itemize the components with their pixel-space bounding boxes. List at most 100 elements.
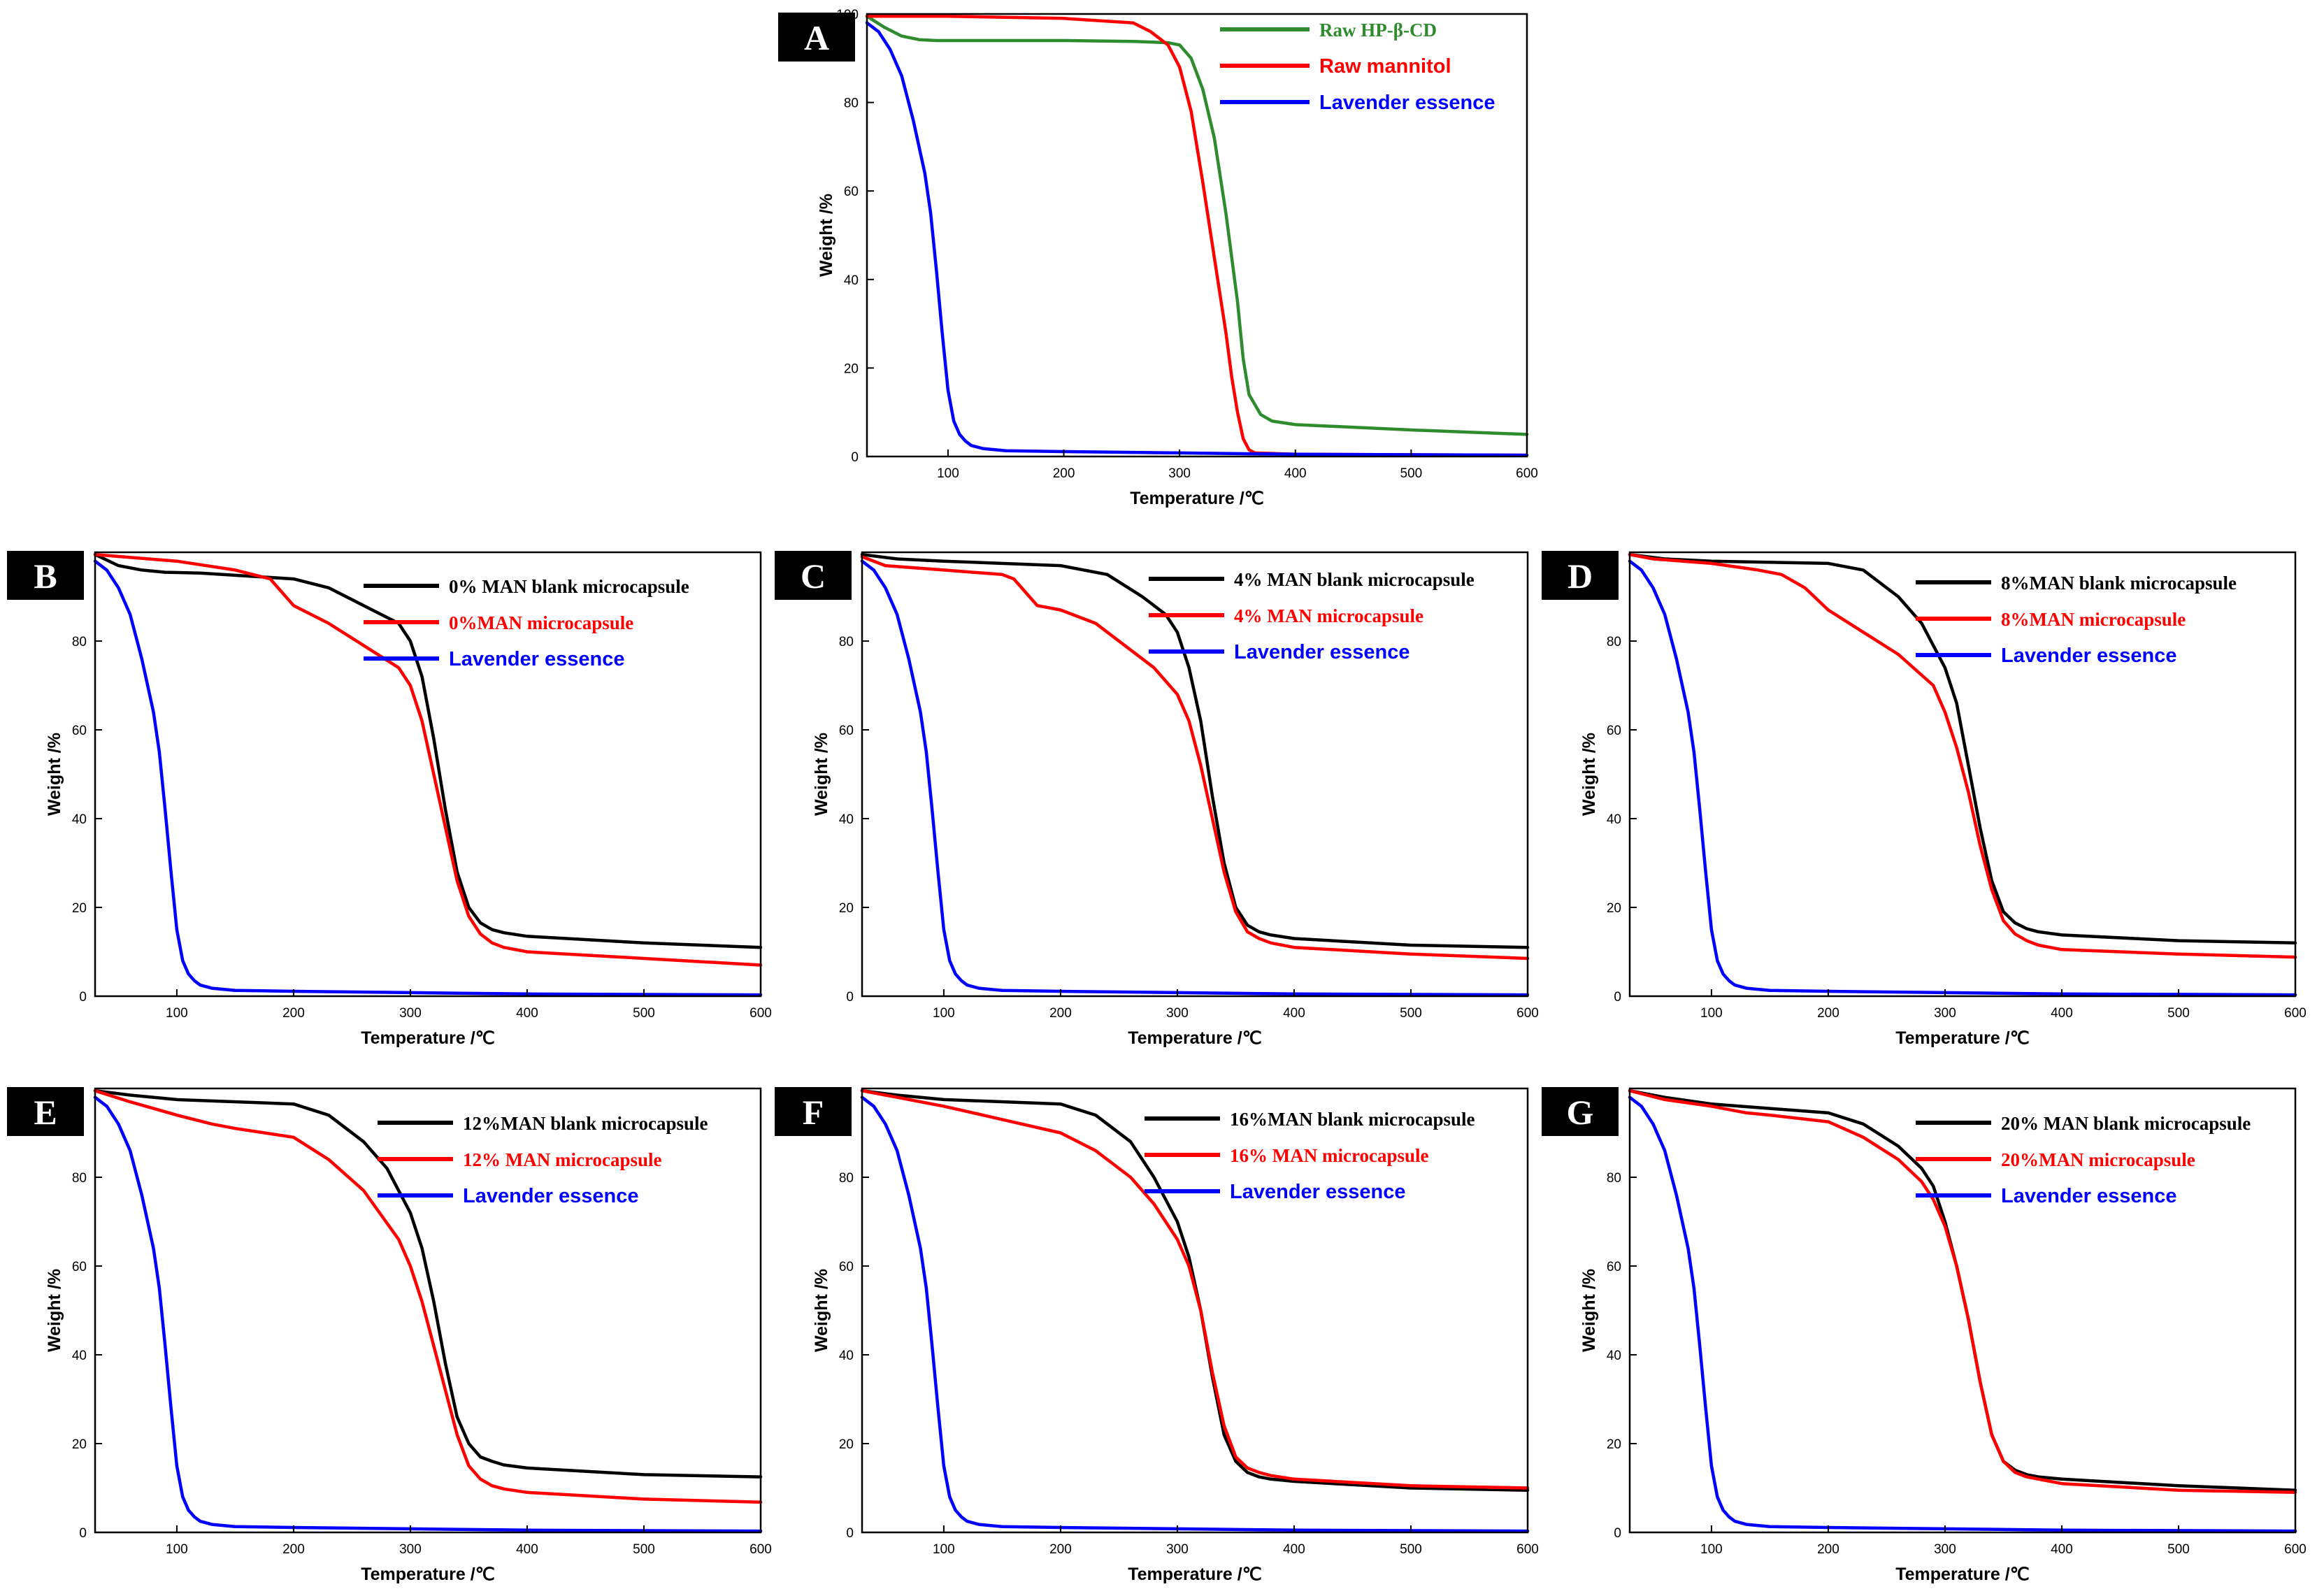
x-axis-label: Temperature /℃ <box>361 1565 495 1584</box>
y-tick-label: 40 <box>1607 812 1621 827</box>
legend-label: Lavender essence <box>2001 1185 2176 1207</box>
y-axis-label: Weight /% <box>812 733 831 816</box>
panel-letter: C <box>801 556 826 596</box>
y-tick-label: 60 <box>839 724 854 738</box>
y-tick-label: 80 <box>1607 635 1621 649</box>
x-tick-label: 300 <box>1166 1006 1189 1021</box>
y-tick-label: 40 <box>839 1349 854 1363</box>
legend-label: 20% MAN blank microcapsule <box>2001 1113 2251 1134</box>
x-tick-label: 600 <box>2284 1542 2307 1557</box>
y-tick-label: 20 <box>1607 901 1621 916</box>
legend-label: 12% MAN microcapsule <box>463 1149 661 1170</box>
panel-badge <box>1542 551 1619 600</box>
x-tick-label: 200 <box>1053 466 1075 481</box>
x-tick-label: 200 <box>1049 1006 1072 1021</box>
panel-badge <box>7 551 84 600</box>
x-tick-label: 100 <box>1700 1542 1723 1557</box>
y-tick-label: 80 <box>1607 1171 1621 1186</box>
y-tick-label: 0 <box>79 1526 87 1541</box>
plot-frame <box>94 551 762 998</box>
series-line-black <box>860 552 1530 949</box>
x-tick-label: 200 <box>1817 1542 1839 1557</box>
panel-d: 100 200 300 400 500 600 0 20 40 60 80 Temperature /… <box>1542 551 2307 1048</box>
legend-label: Lavender essence <box>463 1185 638 1207</box>
x-axis-label: Temperature /℃ <box>1130 489 1264 508</box>
y-tick-label: 40 <box>839 812 854 827</box>
series-line-blue <box>93 559 763 997</box>
panel-e: 100 200 300 400 500 600 0 20 40 60 80 Temperature /… <box>7 1087 772 1584</box>
x-tick-label: 300 <box>1934 1542 1956 1557</box>
y-tick-label: 0 <box>846 1526 854 1541</box>
series-line-black <box>1628 552 2297 945</box>
x-tick-label: 600 <box>1516 1542 1539 1557</box>
legend-label: 12%MAN blank microcapsule <box>463 1113 708 1134</box>
legend-label: 4% MAN microcapsule <box>1234 605 1423 626</box>
y-tick-label: 0 <box>1614 1526 1621 1541</box>
x-tick-label: 400 <box>516 1542 538 1557</box>
y-tick-label: 20 <box>839 901 854 916</box>
y-tick-label: 20 <box>1607 1437 1621 1452</box>
x-tick-label: 500 <box>1400 466 1423 481</box>
panel-letter: G <box>1567 1093 1594 1132</box>
y-axis-label: Weight /% <box>45 733 64 816</box>
y-tick-label: 0 <box>79 990 87 1005</box>
x-tick-label: 200 <box>282 1542 305 1557</box>
series-line-red <box>1628 552 2297 959</box>
x-tick-label: 600 <box>2284 1006 2307 1021</box>
x-tick-label: 100 <box>937 466 959 481</box>
legend-label: 16% MAN microcapsule <box>1230 1145 1428 1166</box>
y-axis-label: Weight /% <box>1579 1269 1599 1352</box>
legend-label: Raw mannitol <box>1319 55 1451 78</box>
panel-badge <box>1542 1087 1619 1136</box>
panel-badge <box>775 1087 852 1136</box>
y-tick-label: 60 <box>72 724 87 738</box>
x-tick-label: 100 <box>1700 1006 1723 1021</box>
panel-letter: A <box>804 18 829 57</box>
panel-letter: F <box>803 1093 824 1132</box>
legend-label: Raw HP-β-CD <box>1319 20 1437 41</box>
series-line-blue <box>93 1095 763 1533</box>
x-tick-label: 600 <box>1516 1006 1539 1021</box>
y-tick-label: 40 <box>72 1349 87 1363</box>
series-line-red <box>93 1088 763 1504</box>
x-tick-label: 100 <box>933 1006 955 1021</box>
y-axis-label: Weight /% <box>45 1269 64 1352</box>
x-tick-label: 500 <box>2167 1542 2190 1557</box>
panel-letter: E <box>34 1093 57 1132</box>
panel-a: 100200300400500600020406080100Temperatur… <box>778 8 1538 508</box>
legend-label: Lavender essence <box>1230 1181 1405 1203</box>
legend-label: 8%MAN microcapsule <box>2001 609 2186 630</box>
y-tick-label: 20 <box>72 1437 87 1452</box>
panel-f: 100 200 300 400 500 600 0 20 40 60 80 Temperature /… <box>775 1087 1539 1584</box>
y-tick-label: 40 <box>844 273 859 288</box>
plot-frame <box>1628 1087 2297 1534</box>
y-axis-label: Weight /% <box>817 194 836 277</box>
y-tick-label: 60 <box>1607 1260 1621 1274</box>
y-tick-label: 80 <box>839 1171 854 1186</box>
x-tick-label: 100 <box>166 1542 188 1557</box>
x-tick-label: 300 <box>399 1006 422 1021</box>
y-axis-label: Weight /% <box>812 1269 831 1352</box>
series-line-blue <box>860 1095 1530 1533</box>
x-tick-label: 200 <box>282 1006 305 1021</box>
plot-frame <box>866 13 1528 458</box>
series-line-red <box>1628 1088 2297 1495</box>
x-tick-label: 300 <box>1168 466 1191 481</box>
x-tick-label: 500 <box>1400 1542 1422 1557</box>
y-tick-label: 20 <box>839 1437 854 1452</box>
y-tick-label: 20 <box>844 361 859 376</box>
x-tick-label: 400 <box>1284 466 1307 481</box>
y-tick-label: 60 <box>1607 724 1621 738</box>
y-tick-label: 80 <box>72 1171 87 1186</box>
x-tick-label: 100 <box>933 1542 955 1557</box>
x-tick-label: 500 <box>2167 1006 2190 1021</box>
panel-letter: B <box>34 556 57 596</box>
series-line-green <box>865 14 1529 436</box>
x-axis-label: Temperature /℃ <box>361 1028 495 1048</box>
series-line-red <box>860 555 1530 961</box>
legend-label: 20%MAN microcapsule <box>2001 1149 2195 1170</box>
x-tick-label: 500 <box>633 1542 655 1557</box>
x-axis-label: Temperature /℃ <box>1895 1028 2030 1048</box>
x-tick-label: 300 <box>399 1542 422 1557</box>
